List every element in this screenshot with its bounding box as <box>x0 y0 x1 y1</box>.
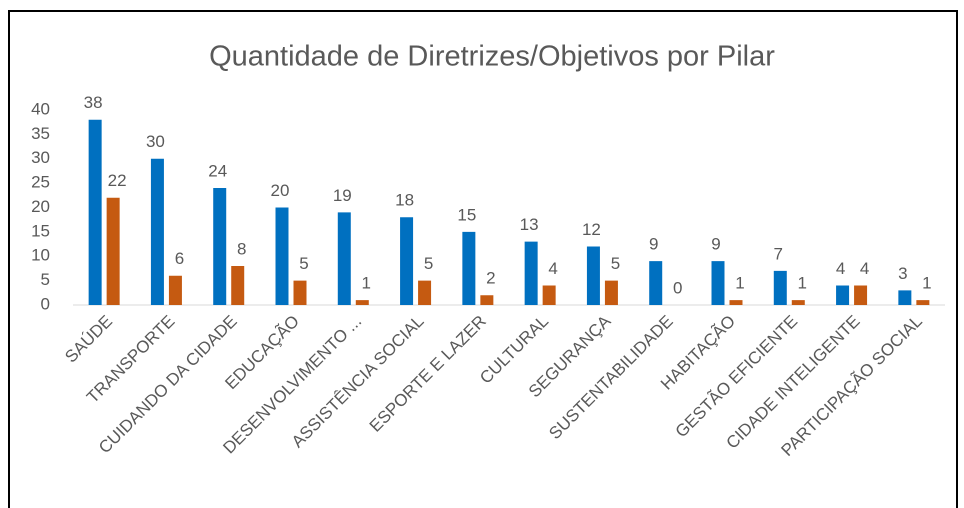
data-label: 9 <box>711 235 720 254</box>
data-label: 4 <box>836 259 845 278</box>
y-tick-label: 0 <box>41 294 50 313</box>
data-label: 15 <box>457 205 476 224</box>
data-label: 22 <box>108 171 127 190</box>
data-label: 6 <box>175 249 184 268</box>
data-label: 13 <box>520 215 539 234</box>
bar <box>898 290 912 305</box>
y-tick-label: 20 <box>31 197 50 216</box>
data-label: 38 <box>84 93 103 112</box>
data-label: 20 <box>271 181 290 200</box>
data-label: 19 <box>333 186 352 205</box>
data-label: 30 <box>146 132 165 151</box>
y-tick-label: 25 <box>31 173 50 192</box>
data-label: 4 <box>860 259 869 278</box>
bar <box>106 197 120 305</box>
y-tick-label: 15 <box>31 221 50 240</box>
bar <box>836 285 850 305</box>
data-label: 5 <box>424 254 433 273</box>
bar <box>355 300 369 305</box>
data-label: 9 <box>649 235 658 254</box>
frame <box>8 10 958 508</box>
data-label: 2 <box>486 269 495 288</box>
y-tick-label: 30 <box>31 148 50 167</box>
bar <box>791 300 805 305</box>
y-tick-label: 10 <box>31 246 50 265</box>
bar <box>462 231 476 305</box>
bar <box>231 266 245 305</box>
data-label: 3 <box>898 264 907 283</box>
bar <box>400 217 414 305</box>
bar <box>711 261 725 305</box>
bar <box>649 261 663 305</box>
bar <box>418 280 432 305</box>
data-label: 5 <box>611 254 620 273</box>
y-tick-label: 5 <box>41 270 50 289</box>
bar <box>586 246 600 305</box>
bar <box>213 188 227 305</box>
y-tick-label: 35 <box>31 124 50 143</box>
data-label: 1 <box>798 274 807 293</box>
bar <box>480 295 494 305</box>
bar <box>150 158 164 305</box>
data-label: 1 <box>922 274 931 293</box>
data-label: 12 <box>582 220 601 239</box>
bar <box>275 207 289 305</box>
data-label: 1 <box>362 274 371 293</box>
bar <box>524 241 538 305</box>
bar <box>293 280 307 305</box>
bar <box>916 300 930 305</box>
data-label: 5 <box>299 254 308 273</box>
data-label: 8 <box>237 239 246 258</box>
bar <box>773 270 787 305</box>
bar <box>337 212 351 305</box>
bar <box>88 119 102 305</box>
data-label: 24 <box>208 161 227 180</box>
data-label: 4 <box>548 259 557 278</box>
y-tick-label: 40 <box>31 99 50 118</box>
chart-title: Quantidade de Diretrizes/Objetivos por P… <box>209 41 775 73</box>
data-label: 7 <box>774 244 783 263</box>
data-label: 1 <box>735 274 744 293</box>
bar <box>854 285 868 305</box>
bar <box>729 300 743 305</box>
bar <box>604 280 618 305</box>
bar <box>542 285 556 305</box>
bar <box>168 275 182 305</box>
data-label: 18 <box>395 191 414 210</box>
data-label: 0 <box>673 278 682 297</box>
